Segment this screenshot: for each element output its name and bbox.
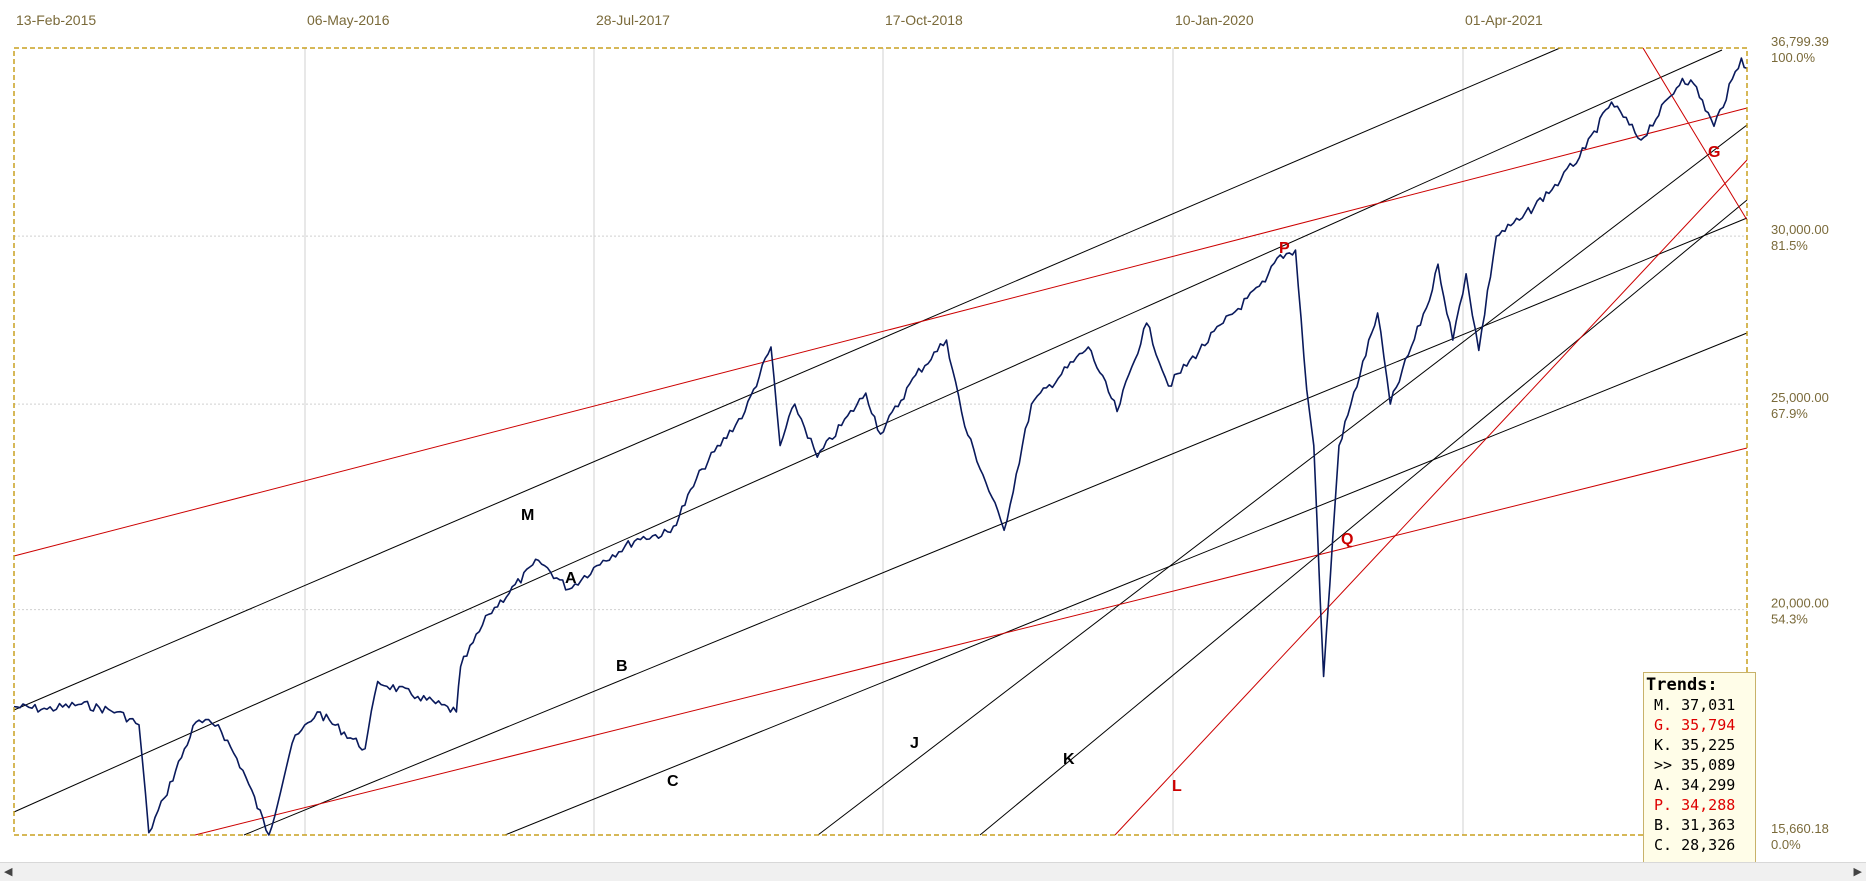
y-tick-percent-label: 81.5% <box>1771 238 1808 253</box>
x-tick-label: 17-Oct-2018 <box>885 12 963 28</box>
trendline-label-b: B <box>616 658 628 675</box>
trendline-k <box>979 199 1748 836</box>
trend-row: B. 31,363 <box>1654 816 1736 834</box>
price-series-layer <box>13 57 1748 836</box>
scroll-right-arrow-icon[interactable]: ▶ <box>1853 866 1862 878</box>
chart-canvas: 13-Feb-2015 06-May-2016 28-Jul-2017 17-Oct-… <box>13 12 1829 852</box>
trendline-labels: M A B C J K L P Q G <box>521 144 1720 795</box>
y-tick-percent-label: 100.0% <box>1771 50 1816 65</box>
trends-list: M. 37,031 G. 35,794 K. 35,225 >> 35,089 A. 3… <box>1644 695 1755 855</box>
trend-row: G. 35,794 <box>1654 716 1736 734</box>
y-tick-percent-label: 54.3% <box>1771 612 1808 627</box>
y-tick-percent-label: 0.0% <box>1771 837 1801 852</box>
grid-layer <box>14 48 1747 835</box>
x-tick-label: 01-Apr-2021 <box>1465 12 1543 28</box>
y-tick-percent-label: 67.9% <box>1771 406 1808 421</box>
trend-row: C. 28,326 <box>1654 836 1736 854</box>
trendline-label-m: M <box>521 507 534 524</box>
trendline-label-g: G <box>1708 144 1720 161</box>
trendline-label-a: A <box>565 570 577 587</box>
horizontal-scrollbar[interactable]: ◀ ▶ <box>0 862 1866 881</box>
y-tick-price-label: 36,799.39 <box>1771 34 1829 49</box>
x-axis: 13-Feb-2015 06-May-2016 28-Jul-2017 17-Oct-… <box>16 12 1543 28</box>
trendline-label-q: Q <box>1341 531 1353 548</box>
trendline-j <box>817 124 1748 836</box>
trendline-a <box>13 49 1723 813</box>
y-tick-price-label: 20,000.00 <box>1771 596 1829 611</box>
trend-row: A. 34,299 <box>1654 776 1736 794</box>
trend-row: P. 34,288 <box>1654 796 1736 814</box>
trendline-label-l: L <box>1172 778 1182 795</box>
scroll-left-arrow-icon[interactable]: ◀ <box>4 866 13 878</box>
price-series-line <box>13 57 1748 836</box>
trend-row: K. 35,225 <box>1654 736 1736 754</box>
x-tick-label: 06-May-2016 <box>307 12 390 28</box>
trendline-p <box>13 107 1748 557</box>
y-tick-price-label: 15,660.18 <box>1771 821 1829 836</box>
y-tick-price-label: 30,000.00 <box>1771 222 1829 237</box>
trendline-c <box>504 332 1748 836</box>
trendline-layer <box>13 47 1748 836</box>
x-tick-label: 10-Jan-2020 <box>1175 12 1254 28</box>
trend-row: M. 37,031 <box>1654 696 1736 714</box>
trendline-label-c: C <box>667 773 679 790</box>
y-tick-price-label: 25,000.00 <box>1771 390 1829 405</box>
trendline-b <box>243 217 1748 836</box>
x-tick-label: 13-Feb-2015 <box>16 12 96 28</box>
trends-panel: Trends: M. 37,031 G. 35,794 K. 35,225 >> 35… <box>1643 672 1756 868</box>
trendline-label-p: P <box>1279 240 1290 257</box>
trendline-q <box>194 447 1748 836</box>
trendline-l <box>1114 159 1748 836</box>
trends-title: Trends: <box>1646 675 1718 695</box>
trend-row: >> 35,089 <box>1654 756 1736 774</box>
plot-frame <box>13 47 1748 836</box>
x-tick-label: 28-Jul-2017 <box>596 12 670 28</box>
trendline-g <box>1642 47 1748 221</box>
trendline-label-j: J <box>910 735 919 752</box>
trendline-m <box>13 47 1561 711</box>
trendline-label-k: K <box>1063 751 1075 768</box>
